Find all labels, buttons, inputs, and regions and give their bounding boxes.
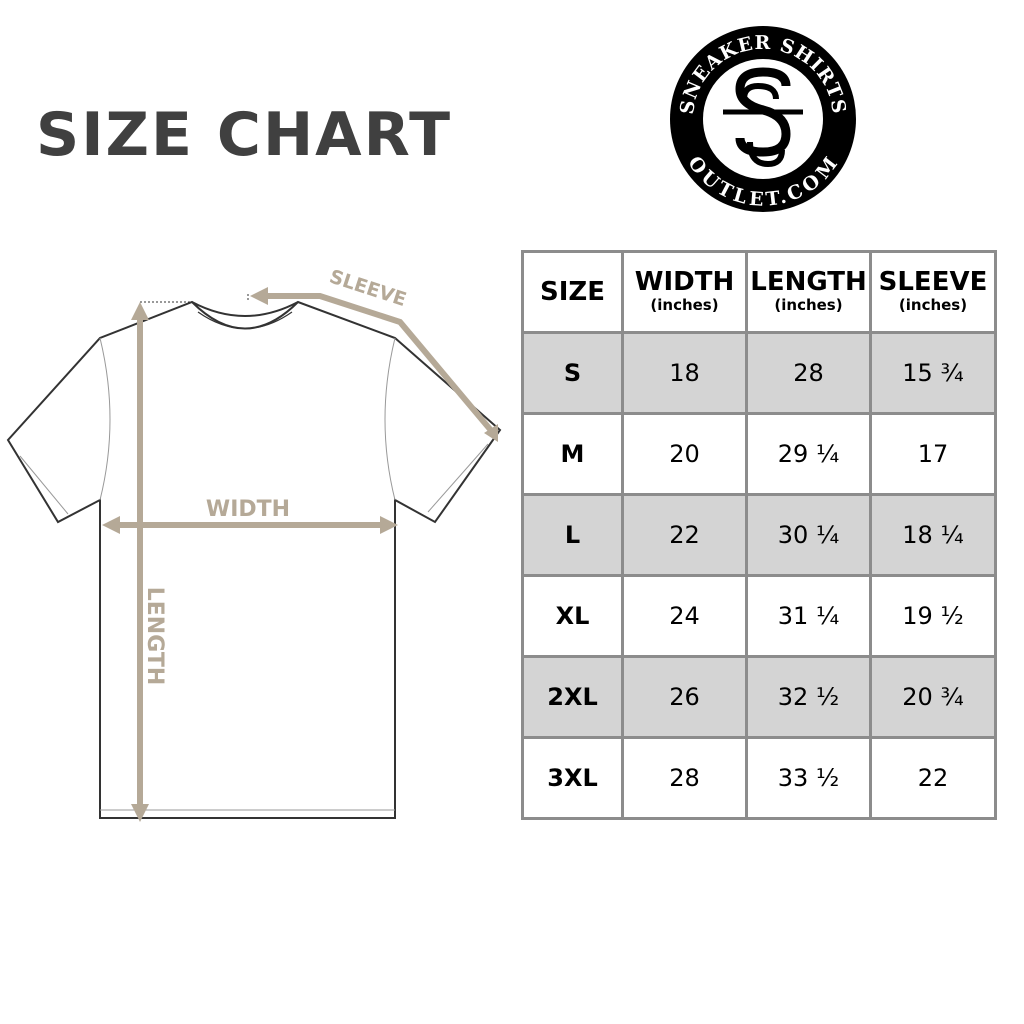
header-size: SIZE: [521, 250, 624, 334]
size-cell: L: [521, 493, 624, 577]
size-cell: S: [521, 331, 624, 415]
header-sleeve: SLEEVE (inches): [869, 250, 997, 334]
brand-logo: SNEAKER SHIRTS OUTLET.COM: [670, 26, 856, 212]
measurement-cell: 15 ¾: [869, 331, 997, 415]
table-row: XL 24 31 ¼ 19 ½: [521, 574, 997, 658]
table-row: S 18 28 15 ¾: [521, 331, 997, 415]
size-cell: M: [521, 412, 624, 496]
measurement-cell: 20: [621, 412, 748, 496]
measurement-cell: 17: [869, 412, 997, 496]
measurement-cell: 33 ½: [745, 736, 872, 820]
page-title: SIZE CHART: [36, 100, 453, 170]
measurement-cell: 26: [621, 655, 748, 739]
measurement-cell: 18: [621, 331, 748, 415]
width-label: WIDTH: [206, 497, 290, 522]
size-table: SIZE WIDTH (inches) LENGTH (inches) SLEEVE…: [521, 250, 997, 820]
measurement-cell: 20 ¾: [869, 655, 997, 739]
table-row: M 20 29 ¼ 17: [521, 412, 997, 496]
measurement-cell: 28: [621, 736, 748, 820]
measurement-cell: 30 ¼: [745, 493, 872, 577]
header-width: WIDTH (inches): [621, 250, 748, 334]
header-length: LENGTH (inches): [745, 250, 872, 334]
tshirt-diagram: WIDTH LENGTH SLEEVE: [6, 266, 502, 822]
measurement-cell: 29 ¼: [745, 412, 872, 496]
measurement-cell: 18 ¼: [869, 493, 997, 577]
size-cell: 2XL: [521, 655, 624, 739]
size-cell: XL: [521, 574, 624, 658]
measurement-cell: 22: [621, 493, 748, 577]
measurement-cell: 24: [621, 574, 748, 658]
size-cell: 3XL: [521, 736, 624, 820]
measurement-cell: 32 ½: [745, 655, 872, 739]
measurement-cell: 19 ½: [869, 574, 997, 658]
table-row: L 22 30 ¼ 18 ¼: [521, 493, 997, 577]
tshirt-outline: [6, 300, 502, 819]
collar-guide: [140, 292, 249, 303]
measurement-cell: 22: [869, 736, 997, 820]
length-label: LENGTH: [142, 587, 167, 686]
measurement-cell: 28: [745, 331, 872, 415]
table-row: 2XL 26 32 ½ 20 ¾: [521, 655, 997, 739]
table-row: 3XL 28 33 ½ 22: [521, 736, 997, 820]
table-header-row: SIZE WIDTH (inches) LENGTH (inches) SLEEVE…: [521, 250, 997, 334]
monogram-icon: [723, 67, 803, 168]
measurement-cell: 31 ¼: [745, 574, 872, 658]
measurement-arrows: [102, 287, 498, 822]
